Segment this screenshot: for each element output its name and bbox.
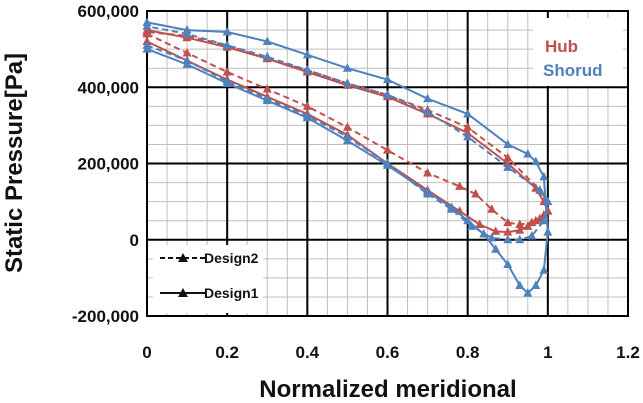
data-point-shorud-design2 [539, 215, 549, 225]
series-tag-shorud: Shorud [543, 61, 603, 80]
series-tag-hub: Hub [545, 37, 578, 56]
data-point-shorud-design1 [539, 265, 549, 274]
y-tick-label: -200,000 [72, 307, 139, 326]
legend-design1-label: Design1 [204, 285, 259, 301]
style-legend: Design2 Design1 [153, 245, 263, 313]
data-point-hub-design1 [515, 225, 525, 234]
data-point-hub-design2 [342, 122, 352, 131]
data-point-shorud-design2 [182, 55, 192, 65]
x-tick-label: 0.2 [215, 343, 239, 362]
y-tick-labels: -200,000 0 200,000 400,000 600,000 [72, 2, 139, 326]
data-point-shorud-design1 [539, 171, 549, 181]
data-point-hub-design2 [515, 219, 525, 228]
data-point-shorud-design2 [302, 65, 312, 74]
data-point-hub-design2 [423, 168, 433, 177]
data-point-hub-design2 [527, 217, 537, 227]
data-point-shorud-design2 [302, 110, 312, 120]
data-point-shorud-design1 [262, 36, 272, 45]
legend-design1-marker [178, 288, 188, 297]
data-point-hub-design2 [142, 26, 152, 36]
data-point-shorud-design1 [423, 93, 433, 103]
x-tick-label: 0.6 [376, 343, 400, 362]
series-tag-box [533, 18, 623, 86]
data-point-shorud-design1 [543, 227, 553, 236]
data-point-shorud-design2 [222, 40, 232, 49]
data-point-shorud-design2 [535, 185, 545, 194]
data-point-shorud-design1 [523, 288, 533, 297]
series-tags: Hub Shorud [533, 18, 623, 86]
data-point-shorud-design2 [503, 234, 513, 244]
data-point-shorud-design2 [383, 89, 392, 99]
y-tick-label: 400,000 [78, 78, 139, 97]
data-point-hub-design1 [475, 219, 485, 228]
x-tick-label: 0 [142, 343, 151, 362]
data-point-hub-design2 [503, 217, 513, 227]
data-point-shorud-design2 [142, 40, 152, 49]
data-point-shorud-design1 [302, 49, 312, 59]
data-point-shorud-design2 [142, 21, 152, 30]
y-axis-title: Static Pressure[Pa] [1, 53, 28, 273]
data-point-shorud-design2 [222, 76, 232, 86]
data-point-shorud-design2 [487, 232, 497, 242]
data-point-shorud-design1 [503, 139, 513, 148]
y-tick-label: 0 [130, 231, 139, 250]
data-point-shorud-design2 [463, 131, 473, 141]
x-tick-labels: 0 0.2 0.4 0.6 0.8 1 1.2 [142, 343, 640, 362]
x-tick-label: 0.4 [296, 343, 320, 362]
data-point-shorud-design2 [467, 221, 477, 230]
data-point-shorud-design1 [463, 215, 473, 225]
data-point-shorud-design1 [531, 280, 541, 289]
data-point-shorud-design1 [463, 108, 473, 118]
data-point-shorud-design2 [543, 196, 553, 206]
data-point-shorud-design2 [383, 158, 392, 167]
series-line-shorud-design2 [146, 25, 549, 241]
data-point-shorud-design2 [527, 230, 537, 240]
data-point-shorud-design1 [383, 74, 392, 84]
data-point-hub-design2 [383, 145, 392, 154]
data-point-shorud-design1 [342, 63, 352, 72]
data-point-hub-design2 [503, 152, 513, 162]
data-point-shorud-design1 [491, 244, 501, 253]
x-tick-label: 1 [543, 343, 552, 362]
y-tick-label: 200,000 [78, 155, 139, 174]
plot-frame [146, 10, 629, 317]
data-point-hub-design2 [262, 84, 272, 93]
data-point-shorud-design2 [182, 28, 192, 38]
data-point-shorud-design2 [342, 131, 352, 141]
x-axis-title: Normalized meridional [259, 376, 516, 403]
data-point-shorud-design2 [423, 107, 433, 116]
data-point-shorud-design2 [515, 234, 525, 244]
data-point-hub-design2 [471, 189, 481, 198]
data-point-shorud-design1 [523, 148, 533, 158]
data-point-hub-design2 [463, 122, 473, 131]
y-tick-label: 600,000 [78, 2, 139, 21]
data-point-shorud-design2 [262, 51, 272, 61]
data-point-shorud-design2 [342, 78, 352, 87]
data-point-hub-design2 [182, 47, 192, 57]
data-point-shorud-design2 [262, 93, 272, 103]
data-point-hub-design2 [302, 101, 312, 110]
data-point-hub-design2 [487, 204, 497, 213]
data-point-hub-design2 [455, 181, 465, 190]
style-legend-box [153, 245, 263, 313]
x-tick-label: 1.2 [616, 343, 640, 362]
data-point-hub-design1 [503, 227, 513, 236]
data-point-shorud-design1 [503, 259, 513, 269]
legend-design2-label: Design2 [204, 250, 259, 266]
series-layer [142, 17, 553, 297]
data-point-shorud-design2 [423, 189, 433, 198]
data-point-shorud-design2 [503, 162, 513, 171]
x-tick-label: 0.8 [456, 343, 480, 362]
data-point-shorud-design1 [531, 156, 541, 166]
data-point-shorud-design2 [447, 204, 457, 213]
data-point-shorud-design1 [515, 280, 525, 289]
data-point-hub-design1 [491, 226, 501, 235]
data-point-shorud-design1 [222, 26, 232, 36]
data-point-hub-design2 [222, 67, 232, 76]
legend-design2-marker [178, 253, 188, 262]
